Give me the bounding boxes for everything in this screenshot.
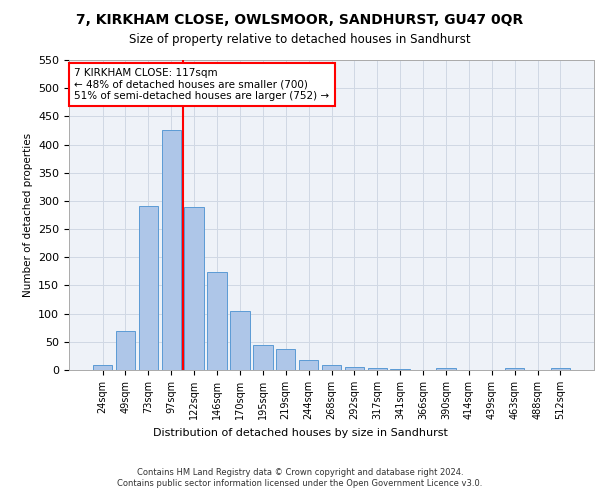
Bar	[299, 360, 319, 370]
Bar	[253, 345, 272, 370]
Bar	[139, 206, 158, 370]
Bar	[322, 366, 341, 370]
Bar	[208, 272, 227, 370]
Text: Distribution of detached houses by size in Sandhurst: Distribution of detached houses by size …	[152, 428, 448, 438]
Bar	[344, 367, 364, 370]
Bar	[368, 368, 387, 370]
Bar	[184, 206, 204, 370]
Bar	[551, 368, 570, 370]
Bar	[93, 366, 112, 370]
Bar	[391, 369, 410, 370]
Text: 7 KIRKHAM CLOSE: 117sqm
← 48% of detached houses are smaller (700)
51% of semi-d: 7 KIRKHAM CLOSE: 117sqm ← 48% of detache…	[74, 68, 329, 101]
Text: Contains HM Land Registry data © Crown copyright and database right 2024.
Contai: Contains HM Land Registry data © Crown c…	[118, 468, 482, 487]
Bar	[276, 349, 295, 370]
Text: Size of property relative to detached houses in Sandhurst: Size of property relative to detached ho…	[129, 32, 471, 46]
Bar	[116, 330, 135, 370]
Text: 7, KIRKHAM CLOSE, OWLSMOOR, SANDHURST, GU47 0QR: 7, KIRKHAM CLOSE, OWLSMOOR, SANDHURST, G…	[76, 12, 524, 26]
Bar	[436, 368, 455, 370]
Bar	[230, 311, 250, 370]
Bar	[505, 368, 524, 370]
Y-axis label: Number of detached properties: Number of detached properties	[23, 133, 32, 297]
Bar	[161, 130, 181, 370]
